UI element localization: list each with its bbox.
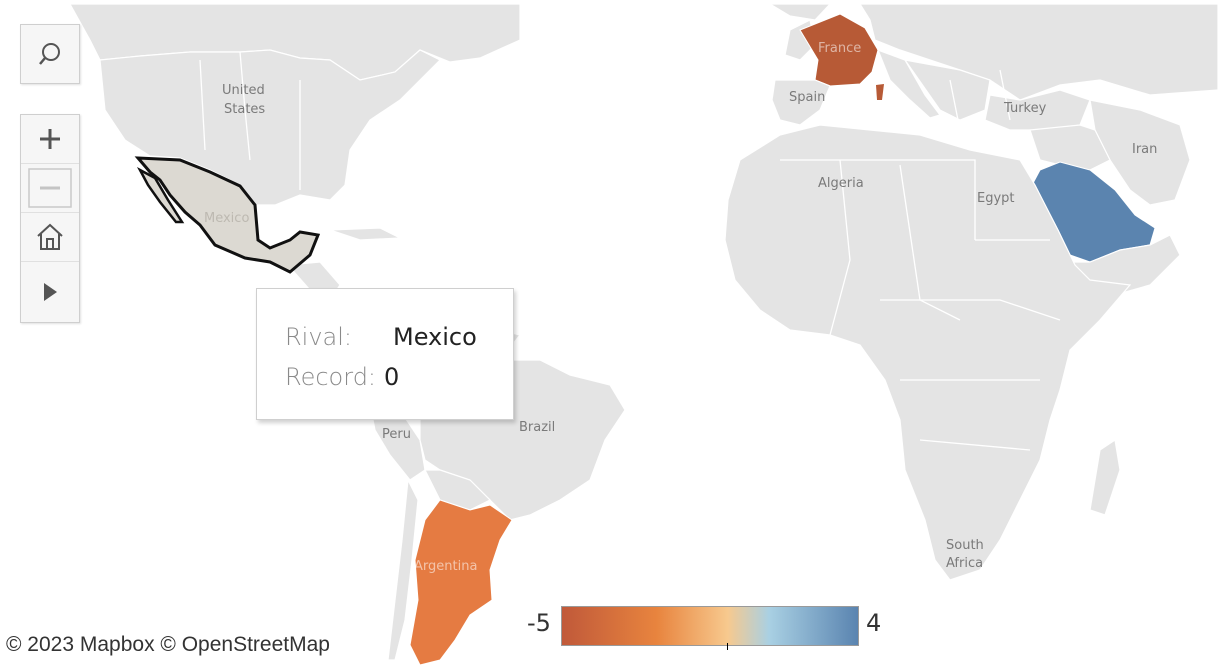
tooltip-record-value: 0	[384, 363, 400, 391]
map-controls	[20, 114, 80, 323]
country-mexico-baja[interactable]	[136, 166, 185, 224]
legend-marker-tick	[727, 643, 728, 650]
country-france[interactable]	[799, 13, 879, 87]
label-egypt: Egypt	[977, 191, 1015, 206]
home-icon	[37, 223, 63, 250]
label-algeria: Algeria	[818, 176, 864, 191]
country-chile[interactable]	[387, 477, 419, 661]
country-europe-north[interactable]	[858, 3, 1218, 101]
legend-min-label: -5	[527, 609, 551, 637]
legend-color-bar	[561, 606, 859, 646]
label-france: France	[818, 41, 861, 56]
country-spain[interactable]	[771, 79, 831, 126]
tooltip-record-row: Record: 0	[285, 357, 513, 397]
home-button[interactable]	[21, 212, 79, 261]
legend-gradient	[562, 607, 858, 645]
country-corsica[interactable]	[876, 84, 884, 100]
legend-max-label: 4	[866, 609, 882, 637]
label-argentina: Argentina	[414, 559, 477, 574]
country-argentina[interactable]	[409, 499, 513, 666]
map-attribution[interactable]: © 2023 Mapbox © OpenStreetMap	[6, 633, 330, 656]
minus-icon	[28, 168, 72, 208]
country-levant-iraq[interactable]	[1029, 124, 1111, 171]
country-africa[interactable]	[724, 124, 1132, 581]
country-united-states[interactable]	[99, 49, 442, 206]
label-turkey: Turkey	[1003, 101, 1047, 116]
label-spain: Spain	[789, 90, 825, 105]
zoom-in-button[interactable]	[21, 115, 79, 163]
country-balkans[interactable]	[903, 59, 991, 121]
tooltip-record-key: Record:	[285, 363, 377, 391]
search-toolbox	[20, 24, 80, 84]
country-madagascar[interactable]	[1089, 438, 1121, 516]
label-south-africa-1: South	[946, 538, 984, 553]
label-peru: Peru	[382, 427, 411, 442]
label-iran: Iran	[1132, 142, 1157, 157]
label-united-states-1: United	[222, 83, 265, 98]
pan-button[interactable]	[21, 261, 79, 322]
label-mexico: Mexico	[204, 211, 249, 226]
play-icon	[44, 283, 57, 301]
label-south-africa-2: Africa	[946, 556, 983, 571]
country-cuba[interactable]	[329, 227, 403, 241]
search-button[interactable]	[21, 25, 79, 83]
tooltip: Rival: Mexico Record: 0	[256, 288, 514, 420]
country-mexico[interactable]	[134, 156, 321, 274]
tooltip-rival-key: Rival:	[285, 323, 353, 351]
label-brazil: Brazil	[519, 420, 555, 435]
country-italy[interactable]	[876, 48, 941, 119]
plus-icon	[40, 129, 60, 149]
search-icon	[39, 43, 60, 65]
country-greenland[interactable]	[767, 3, 832, 21]
zoom-out-button[interactable]	[21, 163, 79, 212]
label-united-states-2: States	[224, 102, 265, 117]
tooltip-rival-row: Rival: Mexico	[285, 317, 513, 357]
tooltip-rival-value: Mexico	[393, 323, 477, 351]
